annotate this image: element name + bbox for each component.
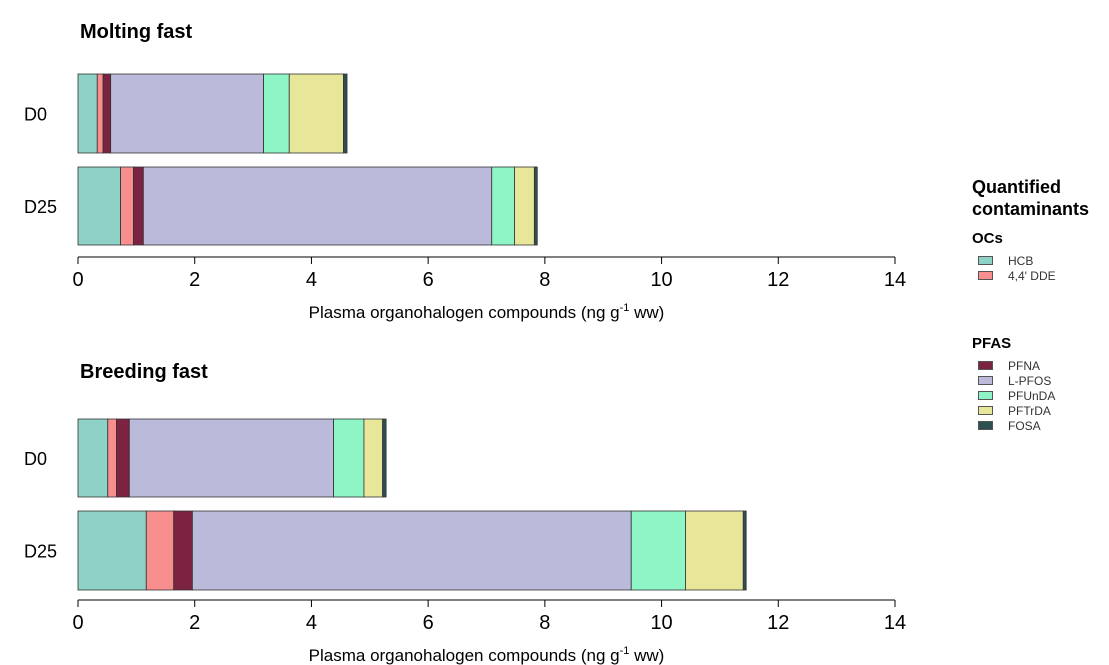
bar-segment [533, 166, 538, 246]
x-tick-label: 6 [423, 612, 434, 634]
bar-segment [120, 166, 134, 246]
x-tick-label: 14 [884, 269, 906, 291]
bar-segment [343, 73, 348, 154]
bar-segment [173, 510, 193, 591]
bar-segment [514, 166, 535, 246]
bar-segment [333, 418, 365, 498]
legend-group-pfas: PFAS [972, 335, 1012, 352]
legend-swatch [978, 421, 993, 430]
bar-segment [491, 166, 515, 246]
bar-segment [77, 510, 147, 591]
bar-segment [742, 510, 747, 591]
legend-group-ocs: OCs [972, 230, 1003, 247]
legend-item: HCB [972, 253, 1109, 268]
legend-item: PFTrDA [972, 403, 1109, 418]
category-label: D0 [24, 449, 47, 469]
legend-item: PFUnDA [972, 388, 1109, 403]
x-tick-label: 14 [884, 612, 906, 634]
x-tick-label: 12 [767, 269, 789, 291]
legend-item: 4,4' DDE [972, 268, 1109, 283]
bar-segment [102, 73, 112, 154]
x-tick-label: 10 [650, 612, 672, 634]
legend-swatch [978, 376, 993, 385]
legend-title-line2: contaminants [972, 199, 1090, 219]
legend-label: PFNA [1008, 358, 1041, 373]
legend-label: 4,4' DDE [1008, 268, 1056, 283]
bar-segment [116, 418, 130, 498]
chart-title: Breeding fast [80, 361, 208, 383]
legend-swatch [978, 406, 993, 415]
bar-segment [110, 73, 264, 154]
bar-segment [382, 418, 387, 498]
x-tick-label: 10 [650, 269, 672, 291]
bar-segment [263, 73, 290, 154]
chart-title: Molting fast [80, 21, 193, 43]
bar-segment [107, 418, 117, 498]
category-label: D0 [24, 105, 47, 125]
legend-title-line1: Quantified [972, 177, 1061, 197]
bar-segment [77, 166, 122, 246]
x-tick-label: 8 [539, 269, 550, 291]
x-tick-label: 12 [767, 612, 789, 634]
bar-segment [96, 73, 104, 154]
legend-swatch [978, 391, 993, 400]
bar-segment [630, 510, 686, 591]
legend-label: L-PFOS [1008, 373, 1052, 388]
x-tick-label: 0 [72, 612, 83, 634]
x-axis-label: Plasma organohalogen compounds (ng g-1 w… [309, 302, 665, 322]
bar-segment [363, 418, 384, 498]
legend-swatch [978, 256, 993, 265]
x-tick-label: 2 [189, 269, 200, 291]
legend-label: PFTrDA [1008, 403, 1051, 418]
bar-segment [133, 166, 144, 246]
category-label: D25 [24, 197, 57, 217]
legend-item: FOSA [972, 418, 1109, 433]
bar-segment [685, 510, 744, 591]
legend-swatch [978, 361, 993, 370]
x-tick-label: 6 [423, 269, 434, 291]
bar-segment [288, 73, 344, 154]
bar-segment [128, 418, 335, 498]
x-tick-label: 0 [72, 269, 83, 291]
legend-swatch [978, 271, 993, 280]
legend-label: HCB [1008, 253, 1034, 268]
bar-segment [77, 73, 98, 154]
legend: Quantified contaminants OCs HCB 4,4' DDE … [972, 176, 1109, 433]
x-tick-label: 4 [306, 612, 317, 634]
x-tick-label: 2 [189, 612, 200, 634]
bar-segment [145, 510, 175, 591]
x-tick-label: 4 [306, 269, 317, 291]
legend-item: L-PFOS [972, 373, 1109, 388]
legend-label: PFUnDA [1008, 388, 1056, 403]
legend-label: FOSA [1008, 418, 1041, 433]
x-axis-label: Plasma organohalogen compounds (ng g-1 w… [309, 645, 665, 665]
category-label: D25 [24, 542, 57, 562]
legend-item: PFNA [972, 358, 1109, 373]
bar-segment [142, 166, 493, 246]
bar-segment [77, 418, 109, 498]
x-tick-label: 8 [539, 612, 550, 634]
bar-segment [191, 510, 632, 591]
